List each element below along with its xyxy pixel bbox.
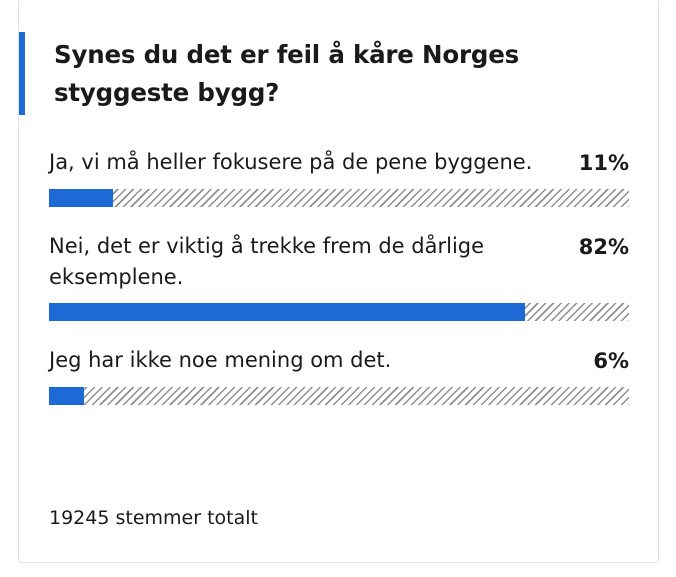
poll-option-2: Nei, det er viktig å trekke frem de dårl… [49, 231, 629, 321]
poll-options: Ja, vi må heller fokusere på de pene byg… [49, 147, 629, 429]
option-percent: 82% [578, 235, 629, 259]
poll-question: Synes du det er feil å kåre Norges stygg… [54, 40, 519, 107]
poll-card: Synes du det er feil å kåre Norges stygg… [18, 0, 659, 563]
option-percent: 11% [578, 151, 629, 175]
result-bar-fill [49, 387, 84, 405]
result-bar-track [49, 189, 629, 207]
accent-bar [19, 32, 25, 115]
option-percent: 6% [593, 349, 629, 373]
result-bar-track [49, 387, 629, 405]
option-label: Jeg har ikke noe mening om det. [49, 348, 392, 372]
total-votes: 19245 stemmer totalt [49, 507, 258, 529]
result-bar-fill [49, 303, 525, 321]
poll-option-3: Jeg har ikke noe mening om det. 6% [49, 345, 629, 405]
option-label: Nei, det er viktig å trekke frem de dårl… [49, 234, 485, 289]
result-bar-track [49, 303, 629, 321]
result-bar-fill [49, 189, 113, 207]
poll-option-1: Ja, vi må heller fokusere på de pene byg… [49, 147, 629, 207]
option-label: Ja, vi må heller fokusere på de pene byg… [49, 150, 533, 174]
